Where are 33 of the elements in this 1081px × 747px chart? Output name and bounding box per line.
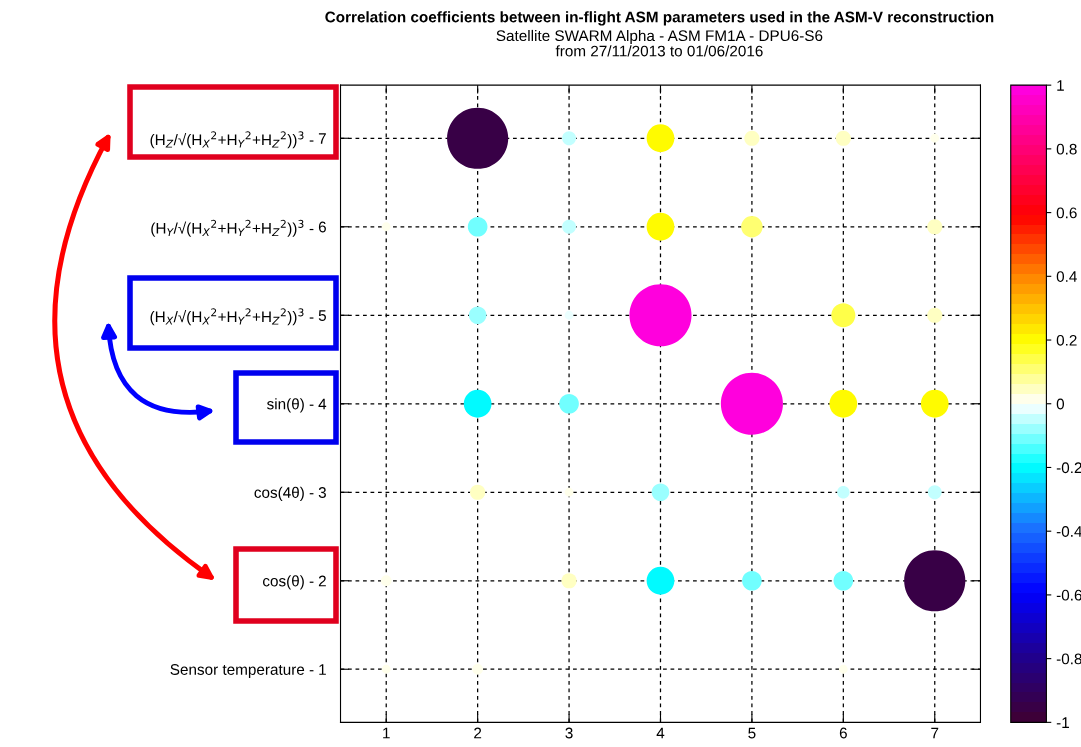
color-bar-label: 0: [1056, 398, 1065, 410]
x-tick-label: 5: [748, 727, 756, 739]
text: (H$_{Y}$/√(H$_{X}$$^{2}$+H$_{Y}$$^{2}$+H$_{Z}$$^{2}$))$^{3}$ -: [151, 219, 314, 237]
color-bar-label: 0.8: [1056, 143, 1077, 155]
color-bar-label: 1: [1057, 80, 1064, 91]
text: Sensor temperature -: [170, 664, 314, 678]
y-tick-label: 7: [318, 133, 326, 144]
color-bar-label: -0.8: [1056, 653, 1081, 665]
chart-subtitle: Satellite SWARM Alpha - ASM FM1A - DPU6-S6 from 27/11/2013 to 01/06/2016: [496, 29, 823, 57]
x-tick-label: 1: [383, 727, 390, 739]
y-tick-label: 1: [319, 664, 326, 675]
text: sin(θ) -: [267, 398, 314, 413]
x-tick-label: 4: [656, 727, 665, 739]
text: cos(θ) -: [263, 575, 314, 590]
y-tick-label: 5: [318, 310, 326, 321]
y-tick-label: 2: [318, 575, 326, 587]
x-tick-label: 3: [565, 727, 573, 739]
y-tick-label: 4: [318, 398, 327, 410]
color-bar-label: -0.6: [1056, 589, 1081, 601]
color-bar-label: 0.2: [1056, 334, 1077, 346]
text: cos(4θ) -: [254, 486, 314, 501]
color-bar-label: -0.2: [1056, 462, 1081, 474]
chart-title: Correlation coefficients between in-flight ASM parameters used in the ASM-V reconstruction: [325, 11, 994, 26]
color-bar-label: -1: [1056, 717, 1069, 728]
x-tick-label: 7: [931, 727, 939, 739]
color-bar-label: 0.4: [1056, 271, 1077, 282]
color-bar-label: 0.6: [1056, 207, 1077, 219]
y-tick-label: 3: [318, 487, 326, 498]
x-tick-label: 2: [474, 727, 482, 739]
y-tick-label: 6: [318, 221, 326, 233]
text: (H$_{Z}$/√(H$_{X}$$^{2}$+H$_{Y}$$^{2}$+H$_{Z}$$^{2}$))$^{3}$ -: [150, 131, 314, 149]
x-tick-label: 6: [839, 727, 847, 739]
text: (H$_{X}$/√(H$_{X}$$^{2}$+H$_{Y}$$^{2}$+H$_{Z}$$^{2}$))$^{3}$ -: [150, 308, 314, 326]
